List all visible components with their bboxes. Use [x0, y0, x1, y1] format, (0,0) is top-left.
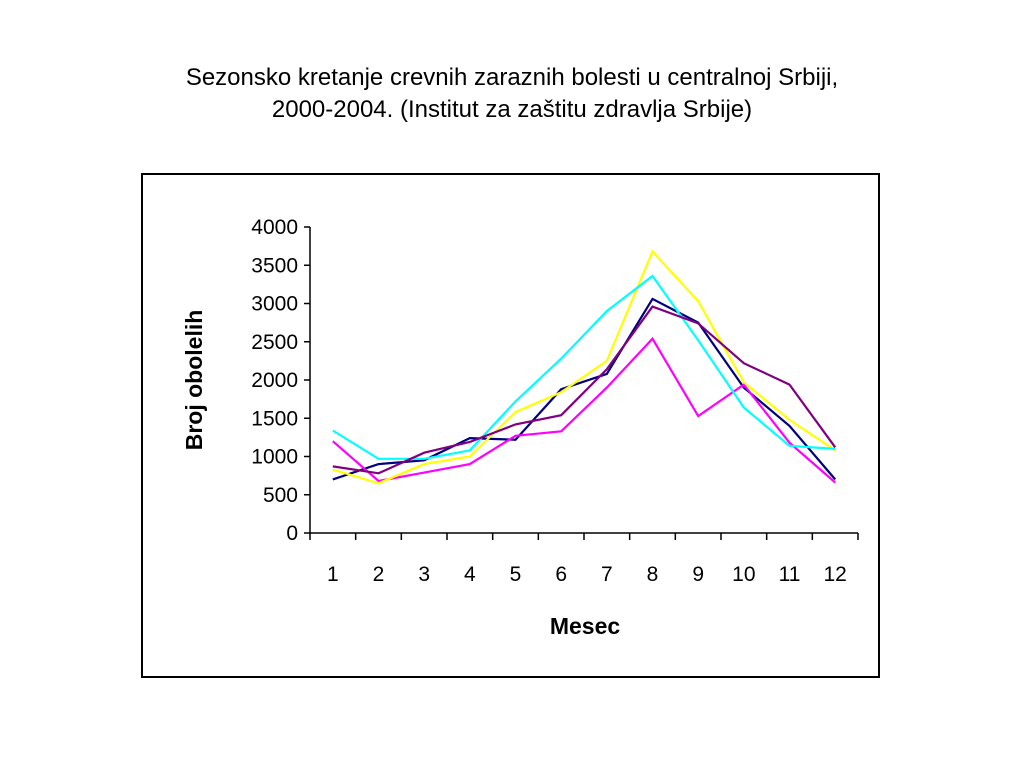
y-axis-title: Broj obolelih [181, 310, 207, 451]
series-line-3 [332, 249, 836, 485]
x-tick-label: 8 [647, 563, 659, 586]
chart-series [332, 249, 837, 485]
x-tick-label: 9 [692, 563, 704, 586]
series-line-2 [332, 336, 836, 484]
y-tick-label: 2500 [251, 331, 298, 354]
series-line-1 [332, 297, 837, 481]
y-tick-label: 1000 [251, 446, 298, 469]
x-tick-label: 3 [418, 563, 430, 586]
chart-title-line-2: 2000-2004. (Institut za zaštitu zdravlja… [271, 96, 753, 123]
x-tick-label: 6 [555, 563, 567, 586]
series-line-5 [332, 305, 837, 475]
chart-axes [304, 226, 859, 540]
x-tick-label: 5 [510, 563, 522, 586]
x-tick-label: 7 [601, 563, 613, 586]
x-tick-label: 2 [373, 563, 385, 586]
y-tick-label: 2000 [251, 369, 298, 392]
y-tick-label: 0 [286, 522, 298, 545]
chart-title-line-1: Sezonsko kretanje crevnih zaraznih boles… [185, 64, 839, 91]
x-axis-title: Mesec [550, 613, 621, 639]
chart-title: Sezonsko kretanje crevnih zaraznih boles… [0, 62, 1024, 126]
y-tick-label: 3500 [251, 254, 298, 277]
x-tick-label: 4 [464, 563, 476, 586]
y-tick-label: 3000 [251, 293, 298, 316]
x-tick-label: 10 [732, 563, 755, 586]
x-tick-label: 11 [779, 563, 801, 586]
y-tick-label: 4000 [251, 216, 298, 239]
y-tick-label: 500 [263, 484, 298, 507]
x-tick-label: 12 [823, 563, 846, 586]
y-tick-label: 1500 [251, 407, 298, 430]
series-line-4 [332, 274, 836, 460]
x-tick-label: 1 [327, 563, 339, 586]
